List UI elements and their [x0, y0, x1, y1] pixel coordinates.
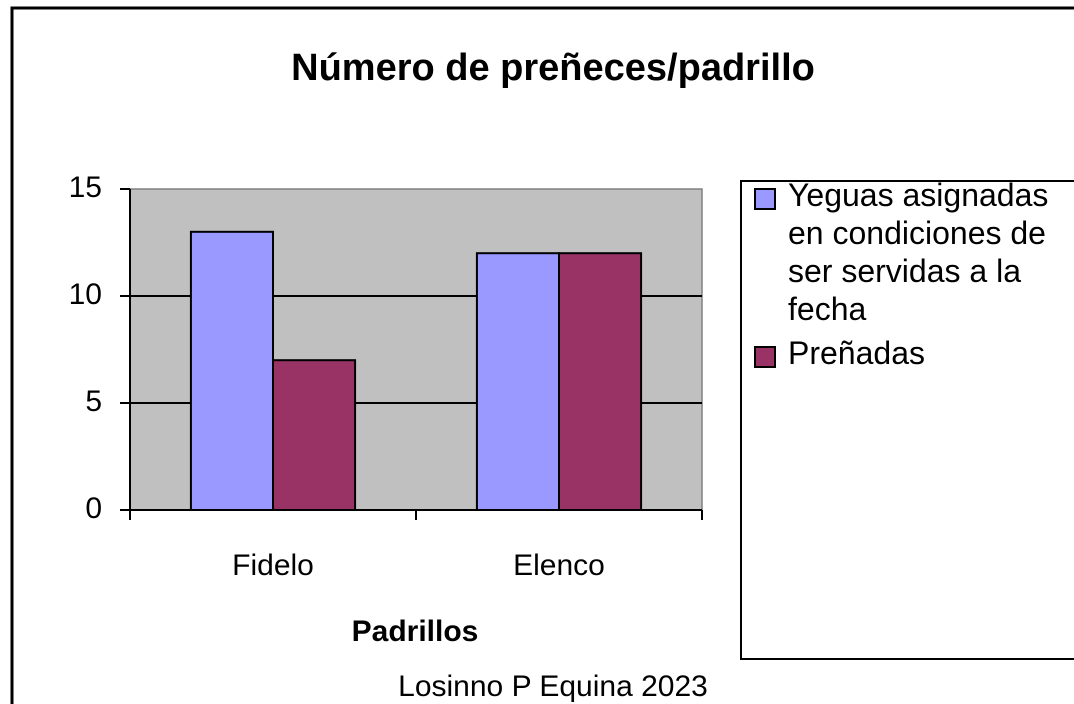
- legend: Yeguas asignadas en condiciones de ser s…: [740, 177, 1074, 660]
- x-tick-label: Elenco: [513, 549, 605, 582]
- legend-entry: Yeguas asignadas en condiciones de ser s…: [742, 176, 1074, 328]
- legend-label: Preñadas: [788, 335, 925, 371]
- y-tick-label: 10: [69, 278, 102, 311]
- legend-label: Yeguas asignadas en condiciones de ser s…: [788, 177, 1049, 327]
- y-tick-label: 5: [85, 385, 102, 418]
- legend-swatch: [754, 346, 776, 368]
- chart-title: Número de preñeces/padrillo: [291, 47, 815, 89]
- legend-entry: Preñadas: [742, 334, 1074, 372]
- x-axis-title: Padrillos: [352, 615, 479, 648]
- y-tick-label: 0: [85, 492, 102, 525]
- legend-swatch: [754, 188, 776, 210]
- y-tick-label: 15: [69, 171, 102, 204]
- caption: Losinno P Equina 2023: [398, 670, 708, 703]
- x-tick-label: Fidelo: [232, 549, 314, 582]
- frame: [10, 6, 1074, 704]
- bar: [189, 230, 274, 512]
- bar: [272, 359, 357, 512]
- bar: [558, 252, 643, 511]
- bar: [475, 252, 560, 511]
